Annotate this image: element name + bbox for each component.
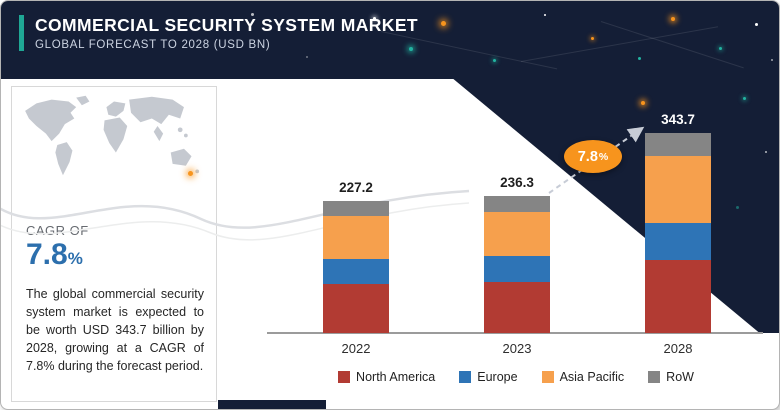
x-axis-label: 2028 xyxy=(663,341,693,356)
world-map-graphic xyxy=(25,95,200,176)
legend-label: RoW xyxy=(666,370,694,384)
legend-item-row: RoW xyxy=(648,370,694,384)
legend-swatch xyxy=(648,371,661,383)
bar-segment-europe xyxy=(645,222,711,261)
bar-segment-asia-pacific xyxy=(645,155,711,223)
legend-swatch xyxy=(541,371,554,383)
x-axis-line xyxy=(267,332,763,334)
header-band: COMMERCIAL SECURITY SYSTEM MARKET GLOBAL… xyxy=(1,1,779,79)
x-axis-label: 2023 xyxy=(502,341,532,356)
summary-card: CAGR OF 7.8% The global commercial secur… xyxy=(11,86,217,402)
cagr-value: 7.8% xyxy=(26,238,83,272)
plexus-line xyxy=(600,21,744,69)
bar-segment-north-america xyxy=(323,283,389,333)
legend-item-europe: Europe xyxy=(459,370,518,384)
bar-segment-asia-pacific xyxy=(323,216,389,259)
cagr-number: 7.8 xyxy=(26,238,68,271)
bar-total-label: 236.3 xyxy=(500,174,534,190)
cagr-percent-sign: % xyxy=(67,249,83,268)
growth-rate-badge: 7.8% xyxy=(564,140,622,173)
bar-segment-row xyxy=(645,133,711,156)
legend-label: Europe xyxy=(477,370,518,384)
bar-segment-europe xyxy=(323,258,389,284)
chart-legend: North America Europe Asia Pacific RoW xyxy=(269,370,763,384)
bar-segment-row xyxy=(484,195,550,212)
x-axis-label: 2022 xyxy=(341,341,371,356)
legend-item-north-america: North America xyxy=(338,370,435,384)
legend-swatch xyxy=(338,371,351,383)
page-subtitle: GLOBAL FORECAST TO 2028 (USD BN) xyxy=(35,39,271,52)
growth-rate-value: 7.8 xyxy=(577,148,598,165)
bar-segment-europe xyxy=(484,255,550,282)
legend-item-asia-pacific: Asia Pacific xyxy=(541,370,625,384)
title-block: COMMERCIAL SECURITY SYSTEM MARKET GLOBAL… xyxy=(19,15,418,52)
footer-accent-bar xyxy=(218,400,326,409)
growth-rate-percent-sign: % xyxy=(598,150,609,163)
market-summary-text: The global commercial security system ma… xyxy=(26,287,204,373)
bar-segment-north-america xyxy=(645,260,711,333)
legend-swatch xyxy=(459,371,472,383)
bar-segment-north-america xyxy=(484,281,550,333)
plexus-line xyxy=(520,26,719,62)
page-title: COMMERCIAL SECURITY SYSTEM MARKET xyxy=(35,15,418,35)
bar-total-label: 343.7 xyxy=(661,112,695,128)
legend-label: Asia Pacific xyxy=(559,370,625,384)
cagr-label: CAGR OF xyxy=(26,223,89,238)
bar-segment-row xyxy=(323,201,389,217)
legend-label: North America xyxy=(356,370,436,384)
bar-segment-asia-pacific xyxy=(484,211,550,256)
bar-total-label: 227.2 xyxy=(339,180,373,195)
